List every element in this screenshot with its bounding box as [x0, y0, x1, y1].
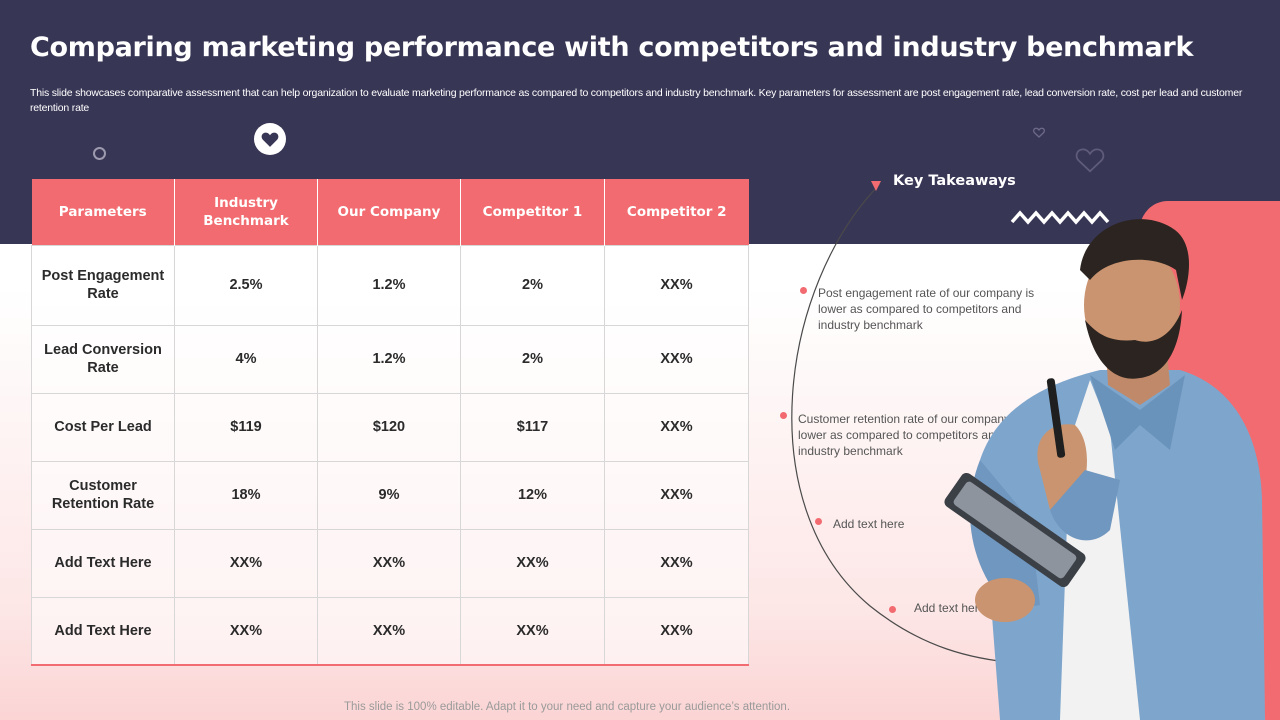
row-parameter: Add Text Here: [31, 528, 175, 598]
table-cell: XX%: [604, 324, 749, 394]
table-cell: XX%: [604, 244, 749, 326]
table-cell: 2%: [460, 324, 605, 394]
bullet-dot: [889, 606, 896, 613]
table-cell: 9%: [317, 460, 461, 530]
table-cell: XX%: [317, 596, 461, 666]
row-parameter: Customer Retention Rate: [31, 460, 175, 530]
table-row: Customer Retention Rate 18% 9% 12% XX%: [31, 460, 749, 530]
header-competitor-1: Competitor 1: [460, 179, 605, 245]
ring-decoration: [93, 147, 106, 160]
table-cell: 1.2%: [317, 324, 461, 394]
page-subtitle: This slide showcases comparative assessm…: [30, 87, 1243, 114]
outline-heart-icon: [1075, 148, 1105, 173]
table-cell: XX%: [604, 528, 749, 598]
table-header-row: Parameters Industry Benchmark Our Compan…: [31, 179, 749, 245]
table-cell: XX%: [460, 528, 605, 598]
row-parameter: Post Engagement Rate: [31, 244, 175, 326]
table-cell: $117: [460, 392, 605, 462]
takeaway-item: Add text here: [914, 601, 986, 615]
table-row: Post Engagement Rate 2.5% 1.2% 2% XX%: [31, 244, 749, 326]
table-cell: 2%: [460, 244, 605, 326]
takeaways-arc: [791, 183, 1033, 665]
table-cell: $119: [174, 392, 318, 462]
takeaway-item: Post engagement rate of our company is l…: [818, 286, 1035, 332]
header-industry-benchmark: Industry Benchmark: [174, 179, 318, 245]
row-parameter: Add Text Here: [31, 596, 175, 666]
takeaway-item: Customer retention rate of our company l…: [798, 412, 1011, 458]
footer-note: This slide is 100% editable. Adapt it to…: [0, 701, 1280, 713]
page-title: Comparing marketing performance with com…: [30, 32, 1194, 63]
table-cell: $120: [317, 392, 461, 462]
row-parameter: Lead Conversion Rate: [31, 324, 175, 394]
arrow-icon: [871, 181, 881, 191]
bullet-dot: [815, 518, 822, 525]
table-cell: 18%: [174, 460, 318, 530]
table-cell: 2.5%: [174, 244, 318, 326]
heart-icon: [254, 123, 286, 155]
table-cell: 12%: [460, 460, 605, 530]
bullet-dot: [800, 287, 807, 294]
table-cell: XX%: [604, 460, 749, 530]
comparison-table: Parameters Industry Benchmark Our Compan…: [31, 179, 749, 666]
table-cell: 4%: [174, 324, 318, 394]
table-cell: XX%: [460, 596, 605, 666]
table-cell: 1.2%: [317, 244, 461, 326]
header-competitor-2: Competitor 2: [604, 179, 749, 245]
person-illustration: [944, 219, 1265, 720]
takeaway-item: Add text here: [833, 517, 905, 531]
footer-text: This slide is 100% editable. Adapt it to…: [343, 701, 791, 713]
table-cell: XX%: [174, 596, 318, 666]
small-heart-icon: [1033, 127, 1045, 138]
table-cell: XX%: [604, 392, 749, 462]
table-row: Add Text Here XX% XX% XX% XX%: [31, 528, 749, 598]
bullet-dot: [780, 412, 787, 419]
table-row: Cost Per Lead $119 $120 $117 XX%: [31, 392, 749, 462]
table-row: Lead Conversion Rate 4% 1.2% 2% XX%: [31, 324, 749, 394]
row-parameter: Cost Per Lead: [31, 392, 175, 462]
header-parameters: Parameters: [31, 179, 175, 245]
table-cell: XX%: [604, 596, 749, 666]
takeaways-title: Key Takeaways: [893, 173, 1016, 189]
table-cell: XX%: [317, 528, 461, 598]
header-our-company: Our Company: [317, 179, 461, 245]
zigzag-decoration: [1010, 210, 1110, 225]
table-row: Add Text Here XX% XX% XX% XX%: [31, 596, 749, 666]
table-cell: XX%: [174, 528, 318, 598]
